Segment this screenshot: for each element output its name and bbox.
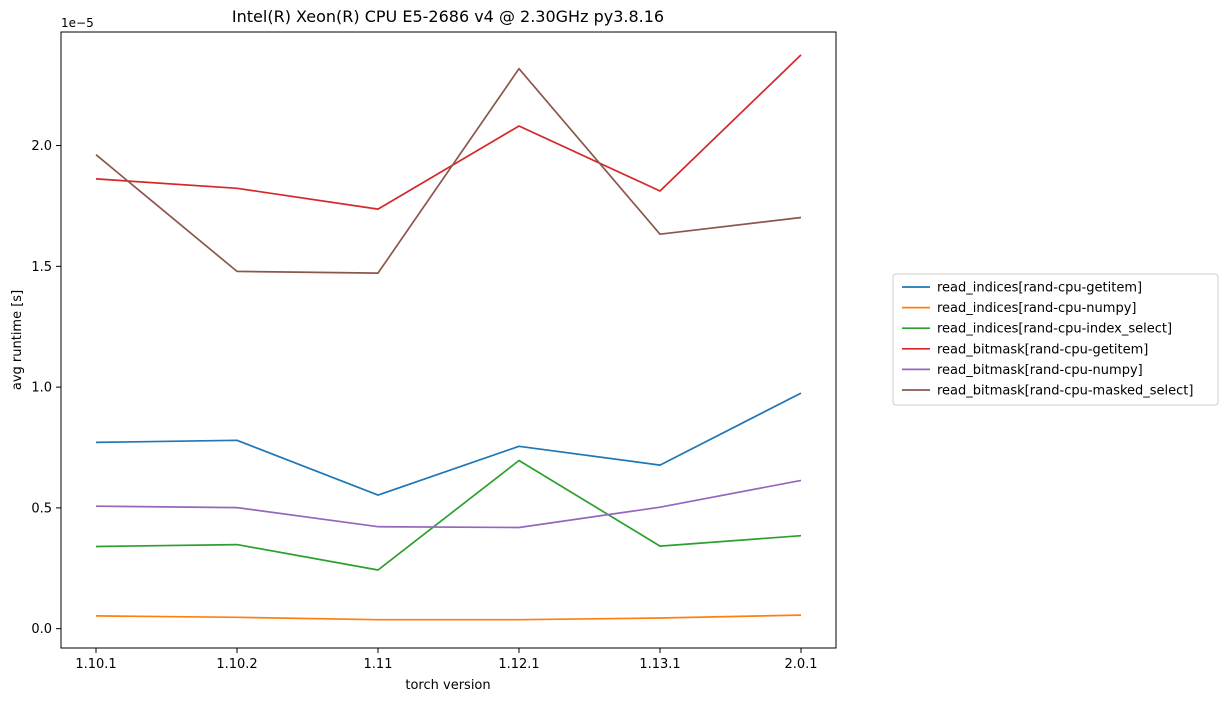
y-tick-label: 1.5: [31, 260, 52, 275]
y-tick-label: 0.0: [31, 622, 52, 637]
legend-label: read_bitmask[rand-cpu-numpy]: [937, 363, 1143, 378]
legend-label: read_indices[rand-cpu-numpy]: [937, 301, 1136, 316]
x-tick-label: 1.10.1: [75, 657, 116, 672]
x-tick-label: 2.0.1: [784, 657, 817, 672]
legend-label: read_bitmask[rand-cpu-masked_select]: [937, 384, 1193, 399]
plot-frame: [60, 31, 837, 649]
y-axis-label: avg runtime [s]: [10, 290, 25, 390]
legend-label: read_bitmask[rand-cpu-getitem]: [937, 342, 1148, 357]
y-tick-label: 2.0: [31, 139, 52, 154]
x-tick-label: 1.11: [364, 657, 393, 672]
y-tick-label: 1.0: [31, 381, 52, 396]
x-axis: 1.10.1 1.10.2 1.11 1.12.1 1.13.1 2.0.1: [75, 648, 818, 672]
series-layer: [95, 54, 802, 621]
series-line-1: [95, 392, 802, 496]
series-line-2: [95, 614, 802, 621]
series-line-6: [95, 67, 802, 274]
legend-label: read_indices[rand-cpu-index_select]: [937, 322, 1172, 337]
series-line-5: [95, 479, 802, 529]
legend-box: [892, 273, 1219, 406]
legend-label: read_indices[rand-cpu-getitem]: [937, 281, 1142, 296]
y-axis: 0.0 0.5 1.0 1.5 2.0: [31, 139, 61, 637]
x-tick-label: 1.10.2: [216, 657, 257, 672]
series-line-4: [95, 54, 802, 210]
x-axis-label: torch version: [405, 678, 490, 693]
chart-title: Intel(R) Xeon(R) CPU E5-2686 v4 @ 2.30GH…: [232, 7, 664, 26]
x-tick-label: 1.13.1: [639, 657, 680, 672]
y-tick-label: 0.5: [31, 501, 52, 516]
series-line-3: [95, 459, 802, 571]
x-tick-label: 1.12.1: [498, 657, 539, 672]
legend: read_indices[rand-cpu-getitem] read_indic…: [892, 273, 1219, 406]
y-scale-label: 1e−5: [61, 16, 94, 30]
